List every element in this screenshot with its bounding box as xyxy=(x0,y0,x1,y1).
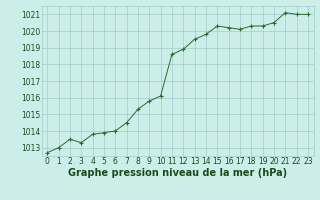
X-axis label: Graphe pression niveau de la mer (hPa): Graphe pression niveau de la mer (hPa) xyxy=(68,168,287,178)
